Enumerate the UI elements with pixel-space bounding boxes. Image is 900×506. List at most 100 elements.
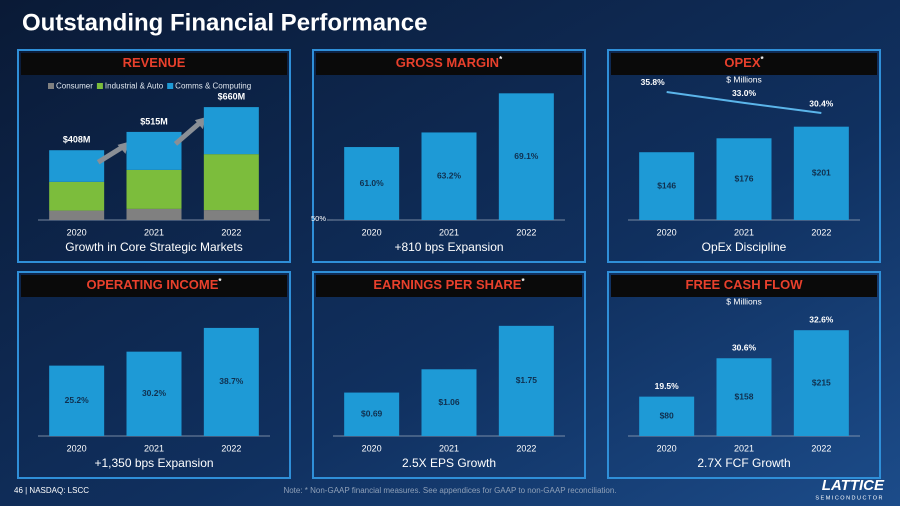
bar-value-label: $80: [660, 411, 674, 421]
total-label: $408M: [63, 135, 91, 145]
x-tick-label: 2022: [516, 443, 536, 453]
bar: [126, 351, 182, 436]
x-tick-label: 2020: [657, 443, 677, 453]
x-tick-label: 2022: [811, 443, 831, 453]
panel-header: [21, 53, 287, 75]
bar-segment: [203, 210, 259, 220]
y-tick-label: 50%: [311, 214, 326, 223]
bar: [716, 358, 772, 436]
bar: [793, 126, 849, 220]
x-tick-label: 2020: [67, 443, 87, 453]
bar-value-label: $146: [657, 180, 676, 190]
legend-swatch: [96, 83, 103, 89]
panel-caption: OpEx Discipline: [702, 240, 787, 254]
panel-caption: 2.5X EPS Growth: [402, 456, 496, 470]
total-label: $660M: [218, 91, 246, 101]
bar-segment: [49, 210, 105, 220]
panel: OPERATING INCOME* +1,350 bps Expansion 202…: [17, 271, 291, 479]
growth-arrow-head: [117, 141, 129, 154]
panel-border: [312, 271, 586, 479]
growth-arrow: [96, 143, 126, 165]
x-tick-label: 2020: [657, 227, 677, 237]
bar: [344, 147, 400, 220]
panel-header: [316, 53, 582, 75]
legend-label: Industrial & Auto: [105, 82, 164, 91]
panel-title-note: *: [218, 277, 222, 286]
panel: FREE CASH FLOW $ Millions 2.7X FCF Growth 2…: [607, 271, 881, 479]
bar: [421, 132, 477, 220]
x-tick-label: 2022: [221, 227, 241, 237]
legend-label: Consumer: [56, 82, 93, 91]
bar-value-label: $1.75: [516, 375, 538, 385]
x-tick-label: 2020: [362, 227, 382, 237]
x-tick-label: 2021: [734, 443, 754, 453]
growth-arrow: [173, 119, 204, 146]
panel-border: [17, 271, 291, 479]
bar-value-label: $176: [735, 173, 754, 183]
x-tick-label: 2022: [516, 227, 536, 237]
panel-title-text: REVENUE: [123, 55, 186, 70]
bar: [498, 93, 554, 220]
x-tick-label: 2020: [362, 443, 382, 453]
margin-label: 19.5%: [655, 381, 680, 391]
bar-segment: [203, 154, 259, 211]
panel: GROSS MARGIN* +810 bps Expansion 50% 2020 20…: [311, 49, 586, 263]
margin-label: 32.6%: [809, 314, 834, 324]
bar-value-label: 61.0%: [360, 178, 385, 188]
panel-title-note: *: [499, 55, 503, 64]
line-value-label: 35.8%: [641, 77, 666, 87]
panel-title: FREE CASH FLOW: [686, 277, 804, 292]
panel-caption: +1,350 bps Expansion: [94, 456, 213, 470]
x-tick-label: 2021: [439, 443, 459, 453]
panel-title: REVENUE: [123, 55, 186, 70]
logo: LATTICE: [822, 477, 885, 494]
x-tick-label: 2021: [144, 227, 164, 237]
panel-title: EARNINGS PER SHARE*: [373, 277, 525, 292]
legend-swatch: [48, 83, 54, 89]
page-number: 46 | NASDAQ: LSCC: [14, 486, 89, 495]
bar-value-label: 63.2%: [437, 170, 462, 180]
panel-title-note: *: [521, 277, 525, 286]
bar: [793, 330, 849, 436]
panel: OPEX* $ Millions OpEx Discipline 2020 2021 20…: [607, 49, 881, 263]
total-label: $515M: [140, 116, 168, 126]
panel-caption: 2.7X FCF Growth: [697, 456, 790, 470]
panel-caption: Growth in Core Strategic Markets: [65, 240, 242, 254]
bar-value-label: $201: [812, 168, 831, 178]
bar-value-label: $215: [812, 377, 831, 387]
panel-border: [17, 49, 291, 263]
bar: [498, 325, 554, 436]
panel-title-text: OPEX: [724, 55, 760, 70]
bar-value-label: 38.7%: [219, 376, 244, 386]
panel-title-text: EARNINGS PER SHARE: [373, 277, 521, 292]
panel-subtitle: $ Millions: [726, 296, 761, 306]
panel-header: [21, 275, 287, 297]
bar-value-label: 25.2%: [65, 395, 90, 405]
bar-value-label: 69.1%: [514, 151, 539, 161]
margin-label: 30.6%: [732, 343, 757, 353]
x-tick-label: 2021: [734, 227, 754, 237]
x-tick-label: 2022: [811, 227, 831, 237]
x-tick-label: 2020: [67, 227, 87, 237]
panel-header: [611, 275, 877, 297]
x-tick-label: 2022: [221, 443, 241, 453]
panel-title-text: OPERATING INCOME: [86, 277, 218, 292]
bar-segment: [126, 208, 182, 220]
bar: [639, 396, 695, 436]
panel-title-text: GROSS MARGIN: [396, 55, 499, 70]
bar-segment: [126, 169, 182, 209]
bar-segment: [126, 131, 182, 170]
bar: [344, 392, 400, 436]
panel-title-note: *: [761, 55, 765, 64]
legend-swatch: [167, 83, 174, 89]
panel: EARNINGS PER SHARE* 2.5X EPS Growth 2020 20…: [312, 271, 586, 479]
bar: [716, 138, 772, 220]
bar-value-label: 30.2%: [142, 388, 167, 398]
bar: [639, 152, 695, 220]
bar-segment: [49, 181, 105, 211]
panel-title: OPEX*: [724, 55, 764, 70]
panel-border: [607, 49, 881, 263]
bar-value-label: $158: [735, 391, 754, 401]
